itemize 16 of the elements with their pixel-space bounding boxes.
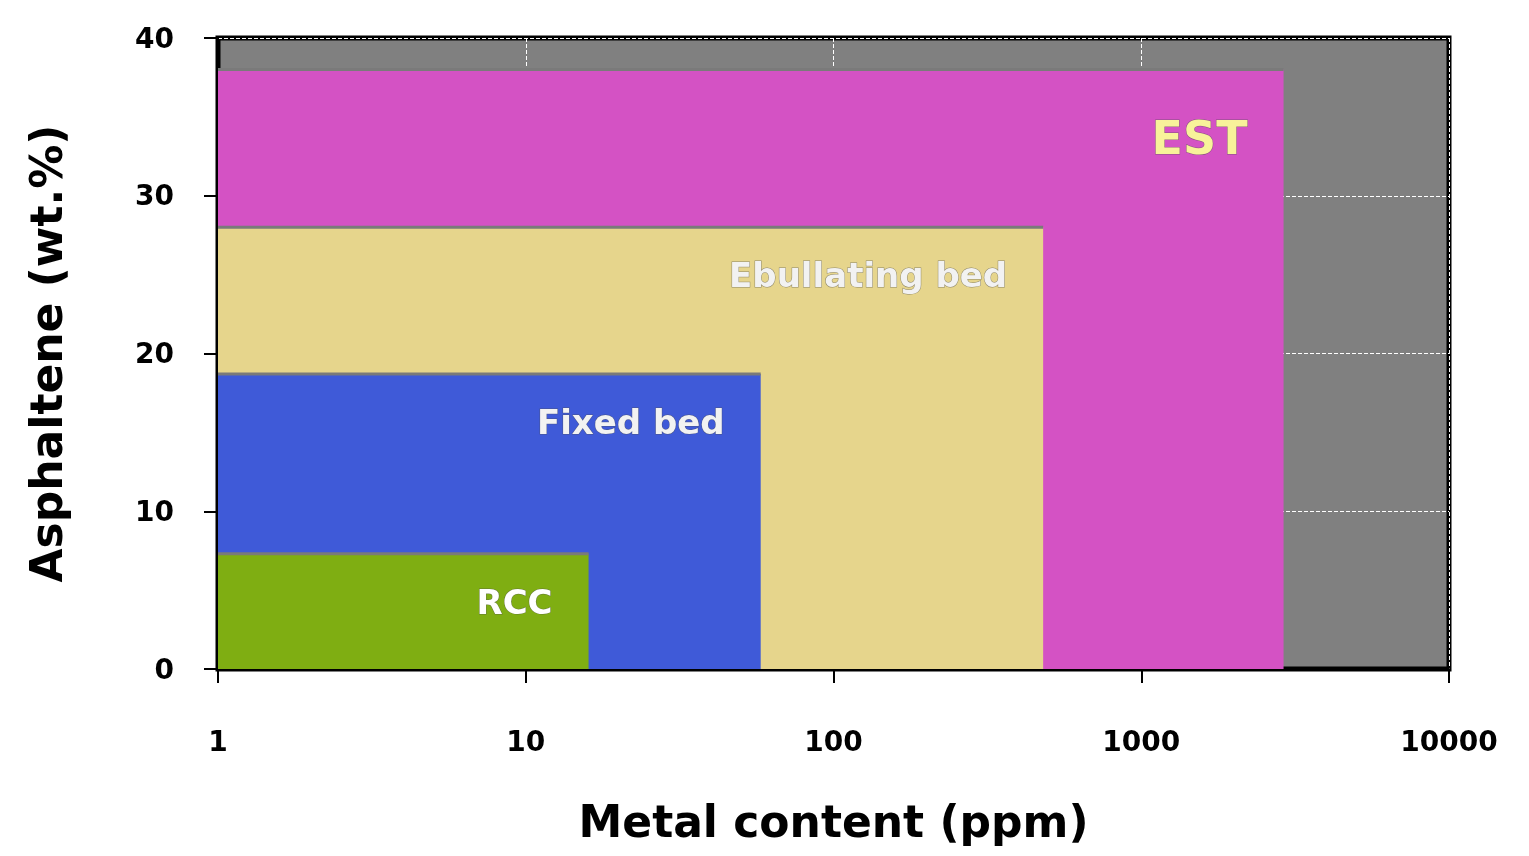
y-tick-label: 0 bbox=[154, 652, 174, 686]
x-axis-title: Metal content (ppm) bbox=[578, 795, 1089, 847]
series-label: Ebullating bed bbox=[729, 255, 1008, 296]
x-tick-label: 10 bbox=[506, 724, 546, 758]
y-tick-label: 10 bbox=[135, 494, 174, 528]
series-label: EST bbox=[1151, 110, 1249, 165]
y-tick-label: 20 bbox=[135, 337, 174, 370]
y-tick-label: 40 bbox=[135, 21, 174, 55]
x-tick-label: 1000 bbox=[1102, 724, 1181, 758]
series-label: RCC bbox=[476, 581, 553, 622]
series-label: Fixed bed bbox=[536, 402, 725, 443]
y-axis-title: Asphaltene (wt.%) bbox=[20, 124, 72, 583]
y-tick-label: 30 bbox=[135, 179, 174, 213]
x-tick-label: 100 bbox=[804, 724, 863, 758]
x-tick-label: 1 bbox=[208, 724, 228, 758]
x-tick-label: 10000 bbox=[1400, 724, 1498, 758]
